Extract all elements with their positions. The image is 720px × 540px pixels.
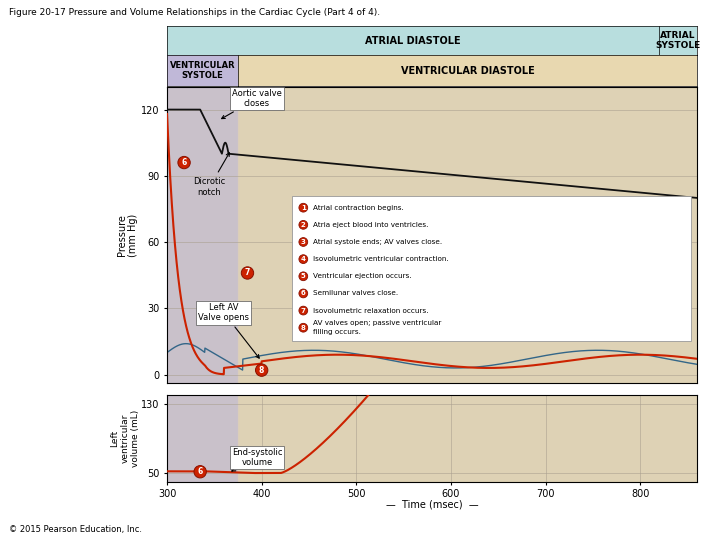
Text: Isovolumetric ventricular contraction.: Isovolumetric ventricular contraction. [312, 256, 449, 262]
Text: Isovolumetric relaxation occurs.: Isovolumetric relaxation occurs. [312, 308, 428, 314]
Text: Aortic valve
closes: Aortic valve closes [222, 89, 282, 119]
Text: Atrial contraction begins.: Atrial contraction begins. [312, 205, 403, 211]
Text: Dicrotic
notch: Dicrotic notch [194, 153, 230, 197]
Text: 4: 4 [301, 256, 306, 262]
Bar [238, 87, 697, 383]
Text: 6: 6 [181, 158, 186, 167]
Text: VENTRICULAR DIASTOLE: VENTRICULAR DIASTOLE [400, 66, 534, 76]
Text: filling occurs.: filling occurs. [312, 329, 361, 335]
Text: 7: 7 [245, 268, 250, 278]
Text: Semilunar valves close.: Semilunar valves close. [312, 291, 398, 296]
Text: 8: 8 [259, 366, 264, 375]
Text: © 2015 Pearson Education, Inc.: © 2015 Pearson Education, Inc. [9, 524, 142, 534]
Bar [167, 395, 238, 482]
Text: End-systolic
volume: End-systolic volume [232, 448, 282, 471]
FancyBboxPatch shape [292, 195, 691, 341]
Text: Atrial systole ends; AV valves close.: Atrial systole ends; AV valves close. [312, 239, 442, 245]
Text: 1: 1 [301, 205, 306, 211]
Text: Ventricular ejection occurs.: Ventricular ejection occurs. [312, 273, 411, 279]
Text: VENTRICULAR
SYSTOLE: VENTRICULAR SYSTOLE [170, 61, 235, 80]
Bar [167, 87, 238, 383]
Y-axis label: Pressure
(mm Hg): Pressure (mm Hg) [117, 214, 138, 257]
Y-axis label: Left
ventricular
volume (mL): Left ventricular volume (mL) [110, 410, 140, 467]
Text: ATRIAL DIASTOLE: ATRIAL DIASTOLE [365, 36, 461, 45]
Text: 8: 8 [301, 325, 306, 330]
Text: 5: 5 [301, 273, 306, 279]
Text: —  Time (msec)  —: — Time (msec) — [386, 500, 478, 510]
Text: 3: 3 [301, 239, 306, 245]
Text: Figure 20-17 Pressure and Volume Relationships in the Cardiac Cycle (Part 4 of 4: Figure 20-17 Pressure and Volume Relatio… [9, 8, 379, 17]
Text: Left AV
Valve opens: Left AV Valve opens [198, 303, 259, 358]
Text: 7: 7 [301, 308, 306, 314]
Text: AV valves open; passive ventricular: AV valves open; passive ventricular [312, 320, 441, 327]
Text: ATRIAL
SYSTOLE: ATRIAL SYSTOLE [655, 31, 701, 50]
Text: 6: 6 [301, 291, 306, 296]
Text: Atria eject blood into ventricles.: Atria eject blood into ventricles. [312, 222, 428, 228]
Text: 2: 2 [301, 222, 306, 228]
Bar [238, 395, 697, 482]
Text: 6: 6 [197, 467, 203, 476]
